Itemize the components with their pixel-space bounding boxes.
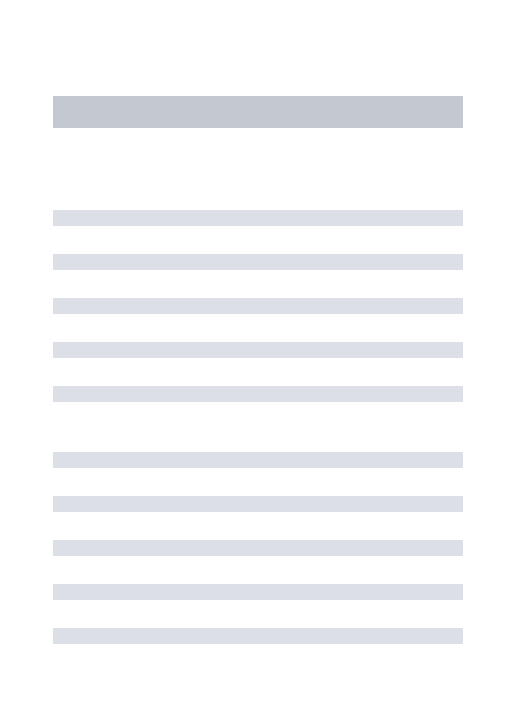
paragraph-placeholder-1: [53, 210, 463, 402]
text-line-placeholder: [53, 452, 463, 468]
text-line-placeholder: [53, 254, 463, 270]
text-line-placeholder: [53, 628, 463, 644]
text-line-placeholder: [53, 342, 463, 358]
text-line-placeholder: [53, 386, 463, 402]
text-line-placeholder: [53, 496, 463, 512]
text-line-placeholder: [53, 540, 463, 556]
title-placeholder: [53, 96, 463, 128]
text-line-placeholder: [53, 584, 463, 600]
text-line-placeholder: [53, 210, 463, 226]
paragraph-placeholder-2: [53, 452, 463, 644]
skeleton-container: [0, 0, 516, 644]
text-line-placeholder: [53, 298, 463, 314]
